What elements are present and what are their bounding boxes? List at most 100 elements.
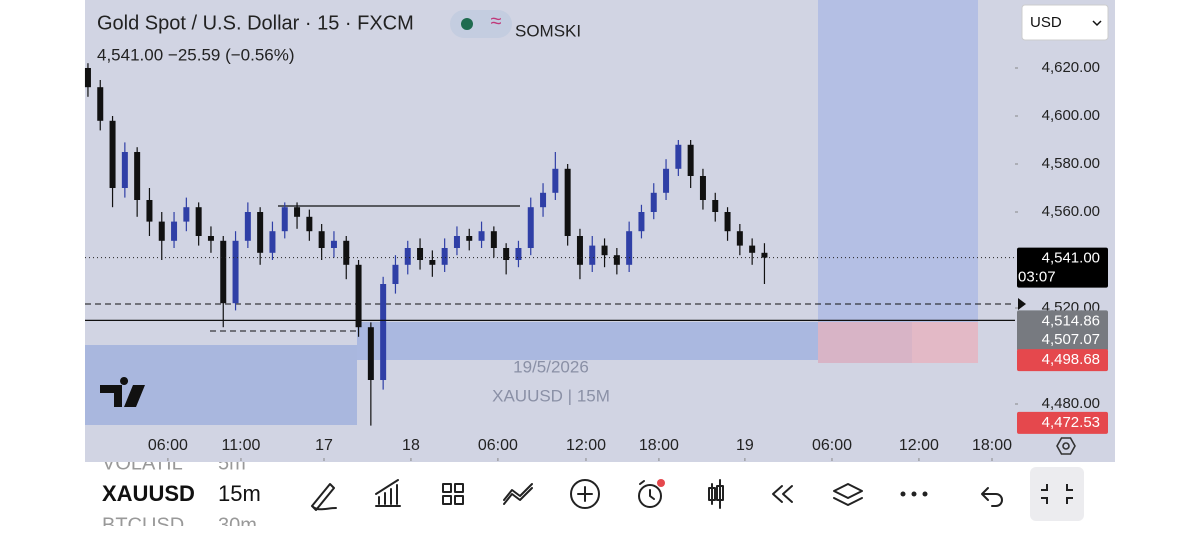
candle-body: [441, 248, 448, 265]
axis: 4,620.004,600.004,580.004,560.004,520.00…: [148, 59, 1108, 461]
alert-badge: [657, 479, 665, 487]
demand-zone: [85, 345, 357, 425]
candle-body: [183, 207, 190, 222]
next-symbol: BTCUSD: [102, 514, 184, 536]
prev-symbol: VOLATIL: [102, 452, 183, 474]
candle-body: [380, 284, 387, 381]
currency-select[interactable]: [1021, 4, 1109, 41]
candle-body: [527, 207, 534, 249]
x-tick-label: 18: [402, 437, 420, 454]
symbol[interactable]: XAUUSD: [102, 481, 195, 506]
replay-icon[interactable]: [772, 485, 793, 503]
price-badge: [1017, 349, 1108, 372]
y-tick-label: 4,480.00: [1042, 395, 1100, 412]
layers-icon[interactable]: [833, 483, 863, 506]
candle-body: [109, 120, 116, 188]
y-tick-label: 4,620.00: [1042, 59, 1100, 76]
x-tick-label: 11:00: [222, 437, 261, 454]
x-tick-label: 17: [315, 437, 333, 454]
indicator-dot: [461, 18, 473, 30]
candle-body: [244, 211, 251, 241]
chevron: [1092, 20, 1102, 27]
candle-body: [490, 231, 497, 249]
candle-body: [601, 245, 608, 256]
candle-body: [97, 87, 104, 121]
x-tick-label: 06:00: [148, 437, 188, 454]
y-tick-label: 4,580.00: [1042, 155, 1100, 172]
candle-body: [576, 236, 583, 265]
candle-body: [195, 207, 202, 237]
price-badge: [1017, 411, 1108, 434]
x-tick-label: 18:00: [972, 437, 1012, 454]
x-tick-label: 12:00: [566, 437, 606, 454]
price-badge: [1017, 329, 1108, 352]
alert-icon[interactable]: [638, 484, 662, 508]
indicator-name: SOMSKI: [515, 21, 581, 40]
x-tick-label: 06:00: [478, 437, 518, 454]
candle-body: [330, 240, 337, 249]
candle-body: [613, 255, 620, 265]
chart-type-icon[interactable]: [708, 479, 724, 509]
undo-icon[interactable]: [981, 487, 1003, 507]
watermark: 19/5/2026 XAUUSD | 15M: [492, 357, 610, 405]
draw-icon[interactable]: [311, 483, 337, 511]
candle-body: [343, 240, 350, 265]
collapse-icon: [1041, 484, 1073, 504]
candle-body: [281, 207, 288, 232]
price-badge: [1017, 310, 1108, 333]
price-badge-label: 4,498.68: [1042, 351, 1100, 368]
price-badge-label: 4,541.00: [1042, 250, 1100, 267]
watermark-symbol: XAUUSD | 15M: [492, 386, 610, 405]
candle-body: [564, 168, 571, 237]
candle-body: [294, 207, 301, 217]
indicators-icon[interactable]: [375, 479, 401, 507]
candle-body: [232, 240, 239, 304]
candle-body: [736, 231, 743, 246]
candle-body: [503, 248, 510, 261]
candle-body: [134, 151, 141, 200]
add-icon[interactable]: [570, 479, 600, 509]
zone-pink-2: [912, 322, 978, 363]
settings-icon[interactable]: [1056, 437, 1076, 455]
y-tick-label: 4,600.00: [1042, 107, 1100, 124]
currency: USD: [1030, 14, 1062, 31]
candle-body: [712, 199, 719, 212]
fullscreen-button[interactable]: [1030, 467, 1084, 521]
indicator-pill[interactable]: [450, 10, 512, 38]
candle-body: [355, 264, 362, 328]
compare-icon[interactable]: [503, 483, 533, 505]
candle-body: [146, 199, 153, 222]
indicator-icon: ≈: [491, 10, 502, 32]
candle-body: [687, 144, 694, 176]
y-tick-label: 4,560.00: [1042, 203, 1100, 220]
candle-body: [453, 236, 460, 249]
candle-body: [663, 168, 670, 193]
candle-body: [724, 211, 731, 232]
next-interval: 30m: [218, 514, 257, 536]
tv-logo: [100, 377, 145, 407]
candle-body: [749, 245, 756, 253]
prev-interval: 5m: [218, 452, 246, 474]
x-tick-label: 18:00: [639, 437, 679, 454]
watermark-date: 19/5/2026: [513, 357, 589, 376]
candle-body: [417, 248, 424, 261]
candle-body: [478, 231, 485, 241]
price-badge-label: 4,507.07: [1042, 331, 1100, 348]
countdown: 03:07: [1018, 269, 1056, 286]
candle-body: [306, 216, 313, 232]
interval[interactable]: 15m: [218, 481, 261, 506]
price-badge-label: 4,514.86: [1042, 312, 1100, 329]
candle-body: [220, 240, 227, 304]
more-icon[interactable]: [900, 491, 928, 497]
layouts-icon[interactable]: [442, 483, 464, 505]
price-badge-label: 4,472.53: [1042, 414, 1100, 431]
symbol-picker[interactable]: VOLATIL 5m XAUUSD 15m BTCUSD 30m: [102, 452, 261, 536]
candle-body: [269, 231, 276, 253]
candle-body: [158, 221, 165, 241]
plot: [84, 63, 1015, 426]
chart-title: Gold Spot / U.S. Dollar · 15 · FXCM: [97, 12, 414, 34]
x-tick-label: 12:00: [899, 437, 939, 454]
demand-zone-2: [357, 322, 818, 360]
